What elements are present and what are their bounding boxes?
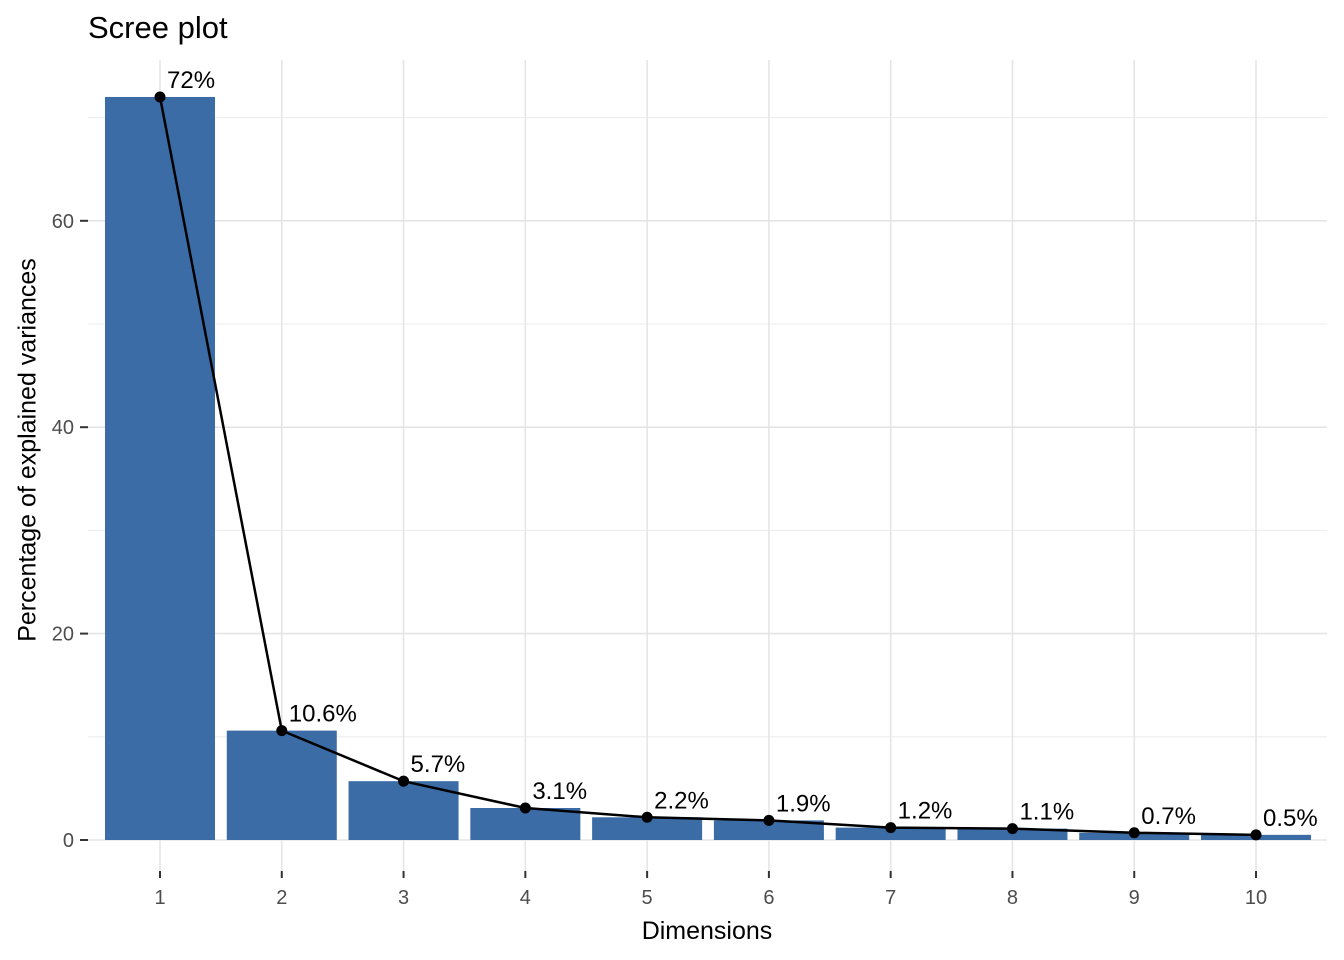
point-label: 0.7% <box>1141 803 1196 830</box>
point-label: 72% <box>167 67 215 94</box>
point-label: 10.6% <box>289 701 357 728</box>
data-point <box>154 91 166 103</box>
x-axis-title: Dimensions <box>641 917 773 945</box>
bar <box>348 781 459 840</box>
point-label: 2.2% <box>654 787 709 814</box>
point-label: 1.1% <box>1019 799 1074 826</box>
data-point <box>519 802 531 814</box>
chart-title: Scree plot <box>88 10 228 45</box>
point-label: 5.7% <box>411 751 466 778</box>
x-tick-label: 5 <box>642 887 653 909</box>
y-tick-label: 40 <box>52 417 74 439</box>
y-tick-label: 0 <box>63 830 74 852</box>
data-point <box>1250 829 1262 841</box>
data-point <box>1006 823 1018 835</box>
bar <box>957 828 1068 840</box>
x-tick-label: 1 <box>154 887 165 909</box>
bar <box>835 827 946 840</box>
data-point <box>276 725 288 737</box>
x-tick-label: 6 <box>763 887 774 909</box>
point-label: 1.2% <box>898 798 953 825</box>
point-label: 1.9% <box>776 790 831 817</box>
point-label: 3.1% <box>532 778 587 805</box>
bar <box>105 96 215 840</box>
data-point <box>398 775 410 787</box>
bar <box>592 817 703 840</box>
x-tick-label: 3 <box>398 887 409 909</box>
x-tick-label: 7 <box>885 887 896 909</box>
x-tick-label: 9 <box>1129 887 1140 909</box>
scree-line <box>158 96 1257 837</box>
bar <box>713 820 824 840</box>
y-axis-title: Percentage of explained variances <box>13 258 42 642</box>
data-point <box>641 811 653 823</box>
data-point <box>885 822 897 834</box>
data-point <box>763 814 775 826</box>
point-label: 0.5% <box>1263 805 1318 832</box>
bar <box>226 730 337 840</box>
x-tick-label: 2 <box>276 887 287 909</box>
x-tick-label: 8 <box>1007 887 1018 909</box>
x-tick-label: 10 <box>1245 887 1267 909</box>
x-tick-label: 4 <box>520 887 531 909</box>
y-tick-label: 60 <box>52 211 74 233</box>
y-tick-label: 20 <box>52 624 74 646</box>
data-point <box>1128 827 1140 839</box>
